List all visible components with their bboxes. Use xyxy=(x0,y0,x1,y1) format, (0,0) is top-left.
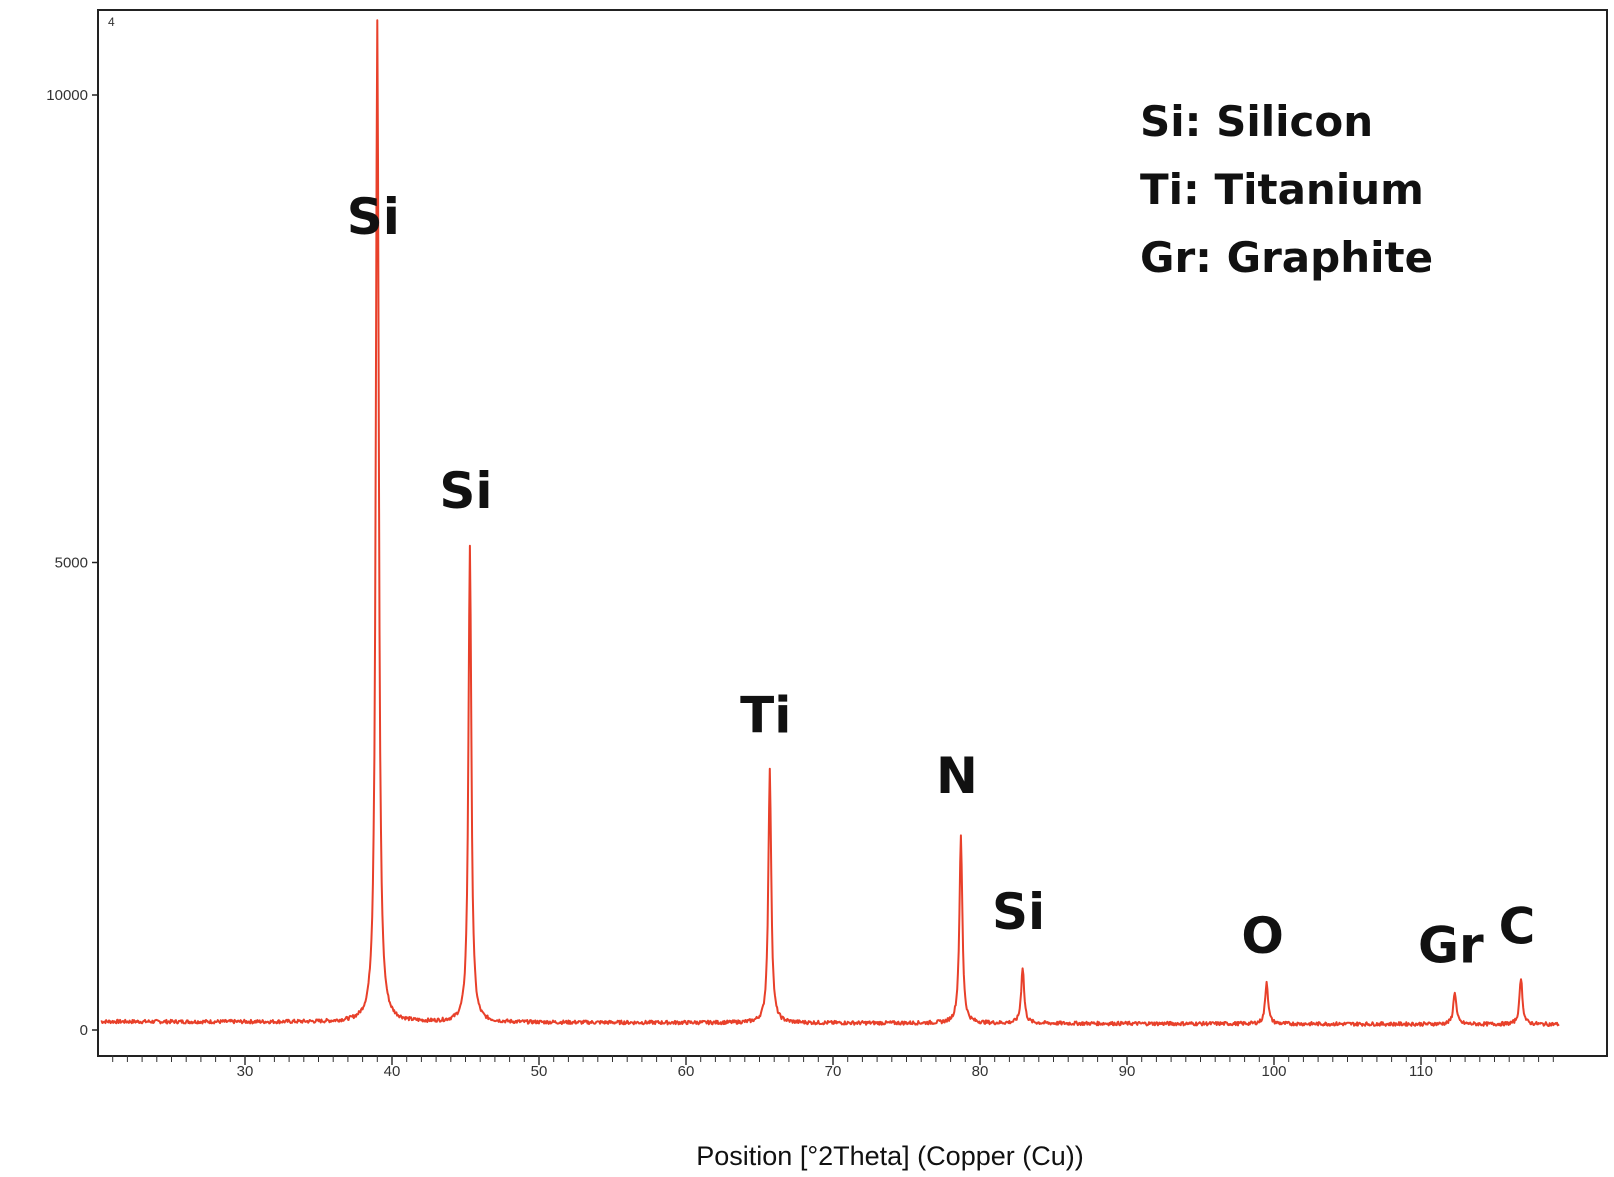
peak-label: N xyxy=(936,747,978,805)
y-tick-label: 10000 xyxy=(46,87,88,104)
peak-label: C xyxy=(1499,897,1536,955)
peak-label: Si xyxy=(992,883,1045,941)
peak-labels: Si Si Ti N Si O Gr C xyxy=(347,188,1536,974)
diffraction-trace xyxy=(100,19,1560,1027)
x-tick-label: 100 xyxy=(1261,1063,1286,1080)
y-tick-label: 5000 xyxy=(55,555,88,572)
x-tick-label: 90 xyxy=(1119,1063,1136,1080)
x-tick-label: 70 xyxy=(825,1063,842,1080)
x-tick-label: 50 xyxy=(531,1063,548,1080)
legend-entry: Gr: Graphite xyxy=(1140,233,1433,282)
peak-label: Si xyxy=(347,188,400,246)
legend: Si: Silicon Ti: Titanium Gr: Graphite xyxy=(1140,97,1433,282)
x-tick-label: 40 xyxy=(384,1063,401,1080)
corner-mark: 4 xyxy=(108,15,115,29)
x-axis-title: Position [°2Theta] (Copper (Cu)) xyxy=(696,1141,1083,1171)
x-tick-label: 30 xyxy=(237,1063,254,1080)
y-axis: 0 5000 10000 xyxy=(46,87,98,1039)
peak-label: Gr xyxy=(1418,916,1484,974)
peak-label: Ti xyxy=(740,687,791,745)
legend-entry: Si: Silicon xyxy=(1140,97,1373,146)
x-tick-label: 80 xyxy=(972,1063,989,1080)
peak-label: O xyxy=(1241,907,1284,965)
x-tick-label: 60 xyxy=(678,1063,695,1080)
x-axis: 30 40 50 60 70 80 90 100 110 xyxy=(112,1055,1554,1080)
plot-frame xyxy=(97,9,1608,1057)
legend-entry: Ti: Titanium xyxy=(1140,165,1424,214)
peak-label: Si xyxy=(439,462,492,520)
y-tick-label: 0 xyxy=(80,1022,88,1039)
x-tick-label: 110 xyxy=(1409,1063,1433,1080)
